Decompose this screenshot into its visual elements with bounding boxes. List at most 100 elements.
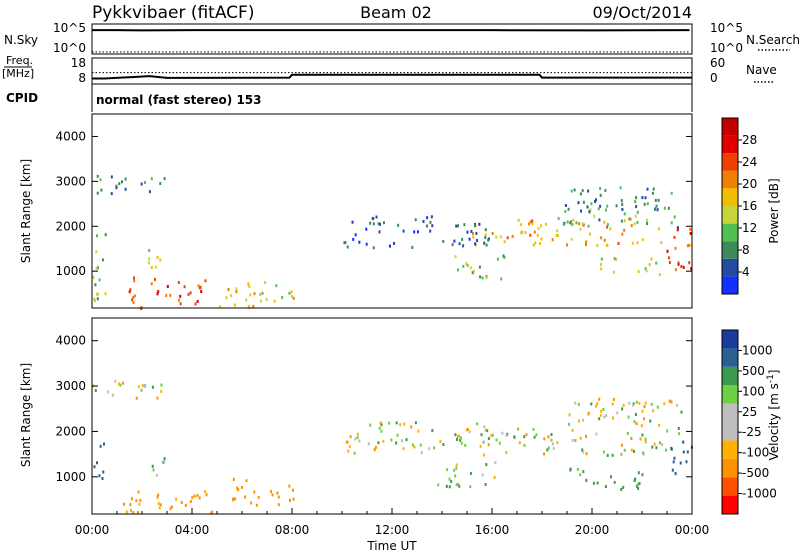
heatmap-cell [493, 475, 496, 479]
heatmap-cell [581, 189, 584, 193]
heatmap-cell [96, 266, 99, 270]
heatmap-cell [200, 290, 203, 293]
heatmap-cell [544, 222, 547, 226]
heatmap-cell [389, 244, 391, 248]
heatmap-cell [640, 424, 643, 428]
colorbar-swatch [722, 223, 738, 242]
heatmap-cell [151, 385, 154, 389]
heatmap-cell [641, 238, 644, 242]
heatmap-cell [644, 401, 647, 405]
heatmap-cell [463, 223, 466, 227]
heatmap-cell [605, 243, 608, 247]
heatmap-cell [635, 484, 638, 488]
heatmap-cell [92, 275, 95, 279]
heatmap-cell [187, 292, 190, 296]
heatmap-cell [397, 223, 400, 227]
heatmap-cell [661, 443, 663, 446]
heatmap-cell [237, 488, 240, 492]
heatmap-cell [189, 291, 192, 295]
heatmap-cell [485, 463, 488, 467]
nsky-label: N.Sky [4, 33, 38, 47]
heatmap-cell [395, 441, 398, 445]
heatmap-cell [590, 202, 593, 206]
heatmap-cell [506, 236, 509, 240]
heatmap-cell [531, 222, 534, 226]
heatmap-cell [292, 488, 294, 492]
heatmap-cell [498, 441, 501, 445]
heatmap-cell [643, 202, 646, 206]
heatmap-cell [474, 242, 477, 246]
heatmap-cell [574, 401, 577, 405]
heatmap-cell [579, 436, 582, 440]
velocity-colorbar: 1000 500 100 25 -25 -100 -500 -1000 [721, 329, 777, 515]
heatmap-cell [482, 453, 485, 457]
heatmap-cell [259, 299, 262, 303]
heatmap-cell [431, 429, 434, 432]
colorbar-swatch [722, 241, 738, 259]
heatmap-cell [603, 220, 606, 224]
heatmap-cell [610, 475, 612, 479]
heatmap-cell [646, 202, 649, 206]
heatmap-cell [276, 491, 279, 495]
heatmap-cell [152, 468, 155, 472]
heatmap-cell [636, 210, 639, 214]
heatmap-cell [663, 402, 666, 406]
heatmap-cell [469, 485, 472, 489]
colorbar-swatch [722, 258, 738, 277]
heatmap-cell [233, 303, 236, 307]
colorbar-swatch [722, 458, 738, 478]
heatmap-cell [639, 437, 642, 441]
nsky-frame [91, 23, 693, 55]
heatmap-cell [197, 284, 200, 288]
heatmap-cell [144, 181, 146, 184]
heatmap-cell [458, 484, 461, 488]
nsky-tick-bottom: 10^0 [53, 41, 86, 55]
heatmap-cell [524, 231, 527, 235]
heatmap-cell [163, 177, 166, 181]
heatmap-cell [485, 243, 488, 247]
heatmap-cell [96, 234, 98, 238]
heatmap-cell [245, 479, 248, 483]
heatmap-cell [259, 292, 262, 296]
colorbar-tick-label: 16 [742, 199, 757, 213]
heatmap-cell [343, 241, 346, 245]
heatmap-cell [96, 297, 99, 301]
heatmap-cell [429, 220, 432, 224]
heatmap-cell [604, 485, 607, 489]
heatmap-cell [634, 214, 637, 218]
colorbar-swatch [722, 422, 738, 441]
heatmap-cell [676, 226, 679, 230]
heatmap-cell [196, 494, 199, 497]
heatmap-cell [484, 233, 487, 237]
heatmap-cell [346, 245, 349, 249]
heatmap-cell [453, 468, 456, 472]
heatmap-cell [121, 180, 123, 184]
heatmap-cell [634, 413, 637, 416]
heatmap-cell [495, 438, 498, 442]
heatmap-cell [255, 503, 258, 507]
colorbar-swatch [722, 118, 738, 136]
heatmap-cell [643, 417, 646, 421]
heatmap-cell [125, 510, 128, 514]
heatmap-cell [576, 467, 579, 471]
heatmap-cell [247, 304, 250, 308]
heatmap-cell [155, 473, 158, 477]
heatmap-cell [657, 227, 660, 231]
colorbar-swatch [722, 330, 738, 349]
heatmap-cell [536, 233, 539, 237]
heatmap-cell [592, 481, 595, 485]
heatmap-cell [382, 439, 385, 443]
heatmap-cell [646, 218, 648, 222]
heatmap-cell [131, 298, 134, 302]
heatmap-cell [461, 237, 464, 241]
heatmap-cell [660, 241, 663, 245]
heatmap-cell [378, 426, 381, 430]
heatmap-cell [612, 398, 615, 401]
heatmap-cell [178, 298, 181, 302]
heatmap-cell [124, 177, 127, 181]
heatmap-cell [137, 511, 139, 515]
heatmap-cell [557, 234, 559, 237]
heatmap-cell [566, 220, 569, 224]
colorbar-tick-label: 8 [742, 243, 750, 257]
heatmap-cell [688, 243, 691, 247]
